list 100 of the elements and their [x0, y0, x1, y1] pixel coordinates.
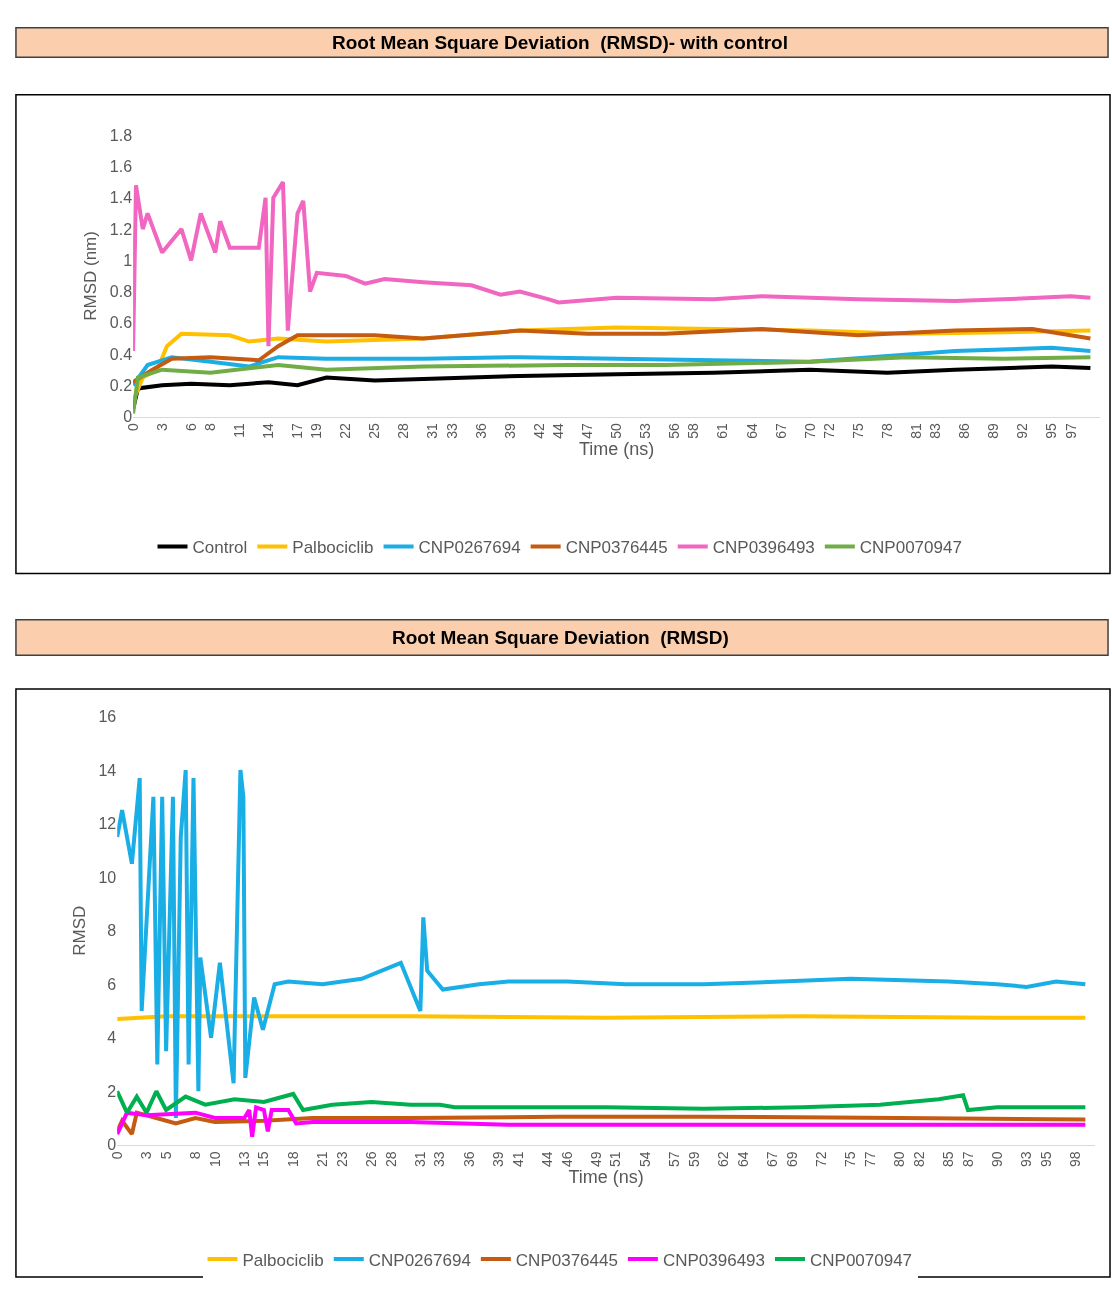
x-tick-label: 19 — [308, 422, 325, 439]
x-tick-label: 69 — [783, 1151, 800, 1167]
chart-title: Root Mean Square Deviation (RMSD)- with control — [332, 32, 789, 53]
x-tick-label: 61 — [714, 422, 731, 439]
x-tick-label: 28 — [395, 422, 412, 439]
x-tick-label: 28 — [382, 1151, 399, 1167]
x-tick-label: 42 — [530, 422, 547, 439]
x-tick-label: 18 — [284, 1151, 301, 1167]
y-axis-title: RMSD (nm) — [81, 231, 101, 321]
x-tick-label: 72 — [820, 422, 837, 439]
y-tick-label: 0.8 — [109, 283, 133, 301]
legend-label: CNP0396493 — [712, 538, 815, 558]
y-tick-label: 0.2 — [109, 376, 133, 394]
x-tick-label: 77 — [861, 1151, 878, 1167]
x-tick-label: 70 — [801, 422, 818, 439]
legend-label: CNP0267694 — [418, 538, 521, 558]
x-tick-label: 11 — [231, 422, 248, 438]
x-tick-label: 85 — [939, 1151, 956, 1167]
x-tick-label: 51 — [607, 1151, 624, 1167]
legend-label: Palbociclib — [242, 1250, 324, 1270]
x-tick-label: 59 — [685, 1151, 702, 1167]
x-tick-label: 8 — [202, 422, 218, 431]
x-tick-label: 39 — [490, 1151, 507, 1167]
x-tick-label: 80 — [891, 1151, 908, 1167]
x-tick-label: 25 — [366, 422, 383, 439]
y-tick-label: 1.4 — [109, 189, 133, 207]
x-tick-label: 97 — [1062, 422, 1079, 439]
x-tick-label: 39 — [501, 422, 518, 439]
x-tick-label: 56 — [666, 422, 683, 439]
x-tick-label: 33 — [431, 1151, 448, 1167]
x-tick-label: 92 — [1014, 422, 1031, 439]
y-tick-label: 1.8 — [109, 126, 133, 144]
x-tick-label: 31 — [411, 1151, 428, 1167]
chart-title: Root Mean Square Deviation (RMSD) — [392, 627, 729, 648]
x-tick-label: 10 — [206, 1151, 223, 1167]
x-tick-label: 95 — [1043, 422, 1060, 439]
x-axis-title: Time (ns) — [568, 1167, 644, 1188]
x-tick-label: 75 — [842, 1151, 859, 1167]
x-tick-label: 67 — [763, 1151, 780, 1167]
x-tick-label: 21 — [314, 1151, 331, 1167]
x-tick-label: 44 — [550, 422, 567, 439]
x-tick-label: 53 — [637, 422, 654, 439]
legend-label: Palbociclib — [292, 538, 374, 558]
legend-label: Control — [192, 538, 248, 558]
y-tick-label: 2 — [107, 1082, 117, 1100]
legend-label: CNP0396493 — [662, 1250, 765, 1270]
x-tick-label: 5 — [157, 1151, 174, 1160]
line-series — [117, 1089, 1088, 1115]
x-tick-label: 98 — [1067, 1151, 1084, 1167]
x-tick-label: 26 — [363, 1151, 380, 1167]
x-tick-label: 57 — [666, 1151, 683, 1167]
x-tick-label: 33 — [443, 422, 460, 439]
legend-label: CNP0070947 — [859, 538, 962, 558]
x-tick-label: 62 — [715, 1151, 732, 1167]
x-tick-label: 15 — [255, 1151, 272, 1167]
x-tick-label: 6 — [182, 422, 199, 431]
x-tick-label: 81 — [907, 422, 924, 439]
x-tick-label: 95 — [1037, 1151, 1054, 1167]
line-series — [133, 355, 1093, 416]
x-tick-label: 82 — [910, 1151, 927, 1167]
x-tick-label: 93 — [1018, 1151, 1035, 1167]
line-series — [117, 768, 1088, 1121]
x-tick-label: 31 — [424, 422, 441, 439]
x-tick-label: 36 — [472, 422, 489, 439]
x-tick-label: 64 — [743, 422, 760, 439]
x-tick-label: 13 — [235, 1151, 252, 1167]
x-tick-label: 67 — [772, 422, 789, 439]
y-tick-label: 8 — [107, 922, 117, 940]
x-tick-label: 86 — [956, 422, 973, 439]
x-tick-label: 58 — [685, 422, 702, 439]
y-tick-label: 4 — [107, 1029, 117, 1047]
x-tick-label: 49 — [587, 1151, 604, 1167]
x-tick-label: 89 — [985, 422, 1002, 439]
y-tick-label: 1.2 — [109, 220, 133, 238]
legend-label: CNP0070947 — [810, 1250, 913, 1270]
x-tick-label: 36 — [460, 1151, 477, 1167]
x-tick-label: 41 — [509, 1151, 526, 1167]
x-axis-title: Time (ns) — [578, 438, 655, 459]
x-tick-label: 3 — [153, 422, 170, 431]
x-tick-label: 64 — [734, 1151, 751, 1167]
x-tick-label: 44 — [539, 1151, 556, 1167]
x-tick-label: 8 — [186, 1151, 203, 1160]
x-tick-label: 72 — [812, 1151, 829, 1167]
x-tick-label: 83 — [927, 422, 944, 439]
x-tick-label: 90 — [988, 1151, 1005, 1167]
y-tick-label: 16 — [98, 708, 117, 726]
x-tick-label: 47 — [579, 422, 596, 439]
y-tick-label: 14 — [98, 761, 117, 779]
legend-label: CNP0376445 — [515, 1250, 618, 1270]
y-tick-label: 1 — [123, 251, 133, 269]
y-tick-label: 6 — [107, 975, 117, 993]
x-tick-label: 87 — [959, 1151, 976, 1167]
y-tick-label: 0.6 — [109, 314, 133, 332]
x-tick-label: 46 — [558, 1151, 575, 1167]
y-tick-label: 0.4 — [109, 345, 133, 363]
line-series — [133, 327, 1093, 385]
x-tick-label: 22 — [337, 422, 354, 439]
x-tick-label: 75 — [849, 422, 866, 439]
legend-label: CNP0267694 — [368, 1250, 471, 1270]
x-tick-label: 23 — [333, 1151, 350, 1167]
